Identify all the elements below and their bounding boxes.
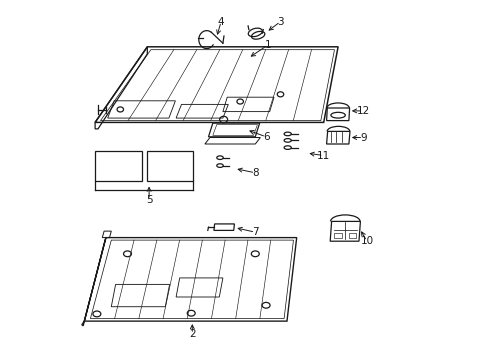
Text: 3: 3 [277,17,283,27]
Text: 5: 5 [145,195,152,205]
Text: 4: 4 [217,17,224,27]
Text: 8: 8 [251,168,258,178]
Text: 11: 11 [316,150,330,161]
Text: 12: 12 [356,106,369,116]
Text: 9: 9 [359,132,366,143]
Text: 7: 7 [251,227,258,237]
Text: 2: 2 [188,329,195,339]
Text: 10: 10 [360,236,373,246]
Text: 1: 1 [264,40,271,50]
Text: 6: 6 [262,132,269,142]
